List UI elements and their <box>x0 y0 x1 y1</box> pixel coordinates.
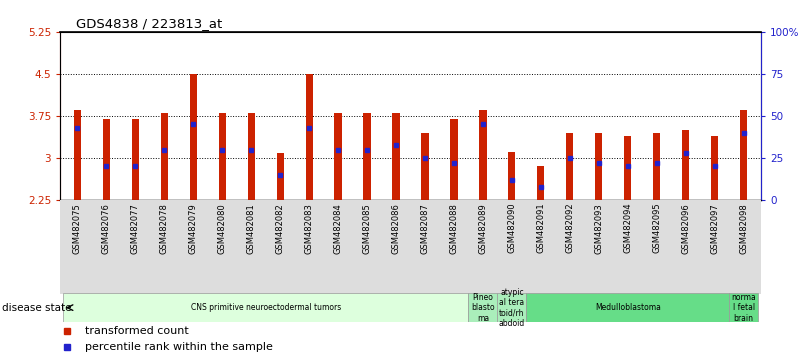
Text: GSM482080: GSM482080 <box>218 203 227 253</box>
Bar <box>653 133 660 200</box>
Text: GSM482094: GSM482094 <box>623 203 632 253</box>
Text: GSM482097: GSM482097 <box>710 203 719 253</box>
Bar <box>450 119 457 200</box>
Text: GSM482088: GSM482088 <box>449 203 458 254</box>
Text: GSM482078: GSM482078 <box>160 203 169 254</box>
Bar <box>479 110 486 200</box>
Bar <box>305 74 312 200</box>
Bar <box>219 113 226 200</box>
Bar <box>469 293 497 322</box>
Text: GSM482086: GSM482086 <box>392 203 400 254</box>
Text: GSM482081: GSM482081 <box>247 203 256 253</box>
Text: atypic
al tera
toid/rh
abdoid: atypic al tera toid/rh abdoid <box>499 287 525 328</box>
Text: GSM482076: GSM482076 <box>102 203 111 254</box>
Bar <box>595 133 602 200</box>
Text: GSM482089: GSM482089 <box>478 203 488 253</box>
Bar <box>63 293 469 322</box>
Bar <box>537 166 545 200</box>
Bar <box>248 113 255 200</box>
Bar <box>421 133 429 200</box>
Text: GSM482083: GSM482083 <box>304 203 314 254</box>
Text: transformed count: transformed count <box>85 326 188 336</box>
Text: CNS primitive neuroectodermal tumors: CNS primitive neuroectodermal tumors <box>191 303 341 312</box>
Text: GSM482084: GSM482084 <box>333 203 343 253</box>
Text: GSM482093: GSM482093 <box>594 203 603 253</box>
Text: GSM482079: GSM482079 <box>189 203 198 253</box>
Text: GSM482077: GSM482077 <box>131 203 140 254</box>
Text: GSM482090: GSM482090 <box>507 203 517 253</box>
Bar <box>131 119 139 200</box>
Bar <box>624 136 631 200</box>
Bar <box>509 152 516 200</box>
Bar <box>276 154 284 200</box>
Bar <box>740 110 747 200</box>
Bar <box>335 113 342 200</box>
Text: GSM482098: GSM482098 <box>739 203 748 253</box>
Bar <box>566 133 574 200</box>
Bar <box>392 113 400 200</box>
Bar <box>526 293 729 322</box>
Text: GDS4838 / 223813_at: GDS4838 / 223813_at <box>76 17 223 30</box>
Text: GSM482075: GSM482075 <box>73 203 82 253</box>
Bar <box>103 119 110 200</box>
Bar <box>364 113 371 200</box>
Bar <box>497 293 526 322</box>
Text: Medulloblastoma: Medulloblastoma <box>595 303 661 312</box>
Bar <box>711 136 718 200</box>
Text: disease state: disease state <box>2 303 71 313</box>
Text: Pineo
blasto
ma: Pineo blasto ma <box>471 293 495 322</box>
Text: GSM482095: GSM482095 <box>652 203 661 253</box>
Bar <box>682 130 690 200</box>
Bar <box>74 110 81 200</box>
Bar <box>729 293 758 322</box>
Bar <box>161 113 168 200</box>
Text: GSM482087: GSM482087 <box>421 203 429 254</box>
Text: GSM482091: GSM482091 <box>537 203 545 253</box>
Bar <box>190 74 197 200</box>
Text: norma
l fetal
brain: norma l fetal brain <box>731 293 756 322</box>
Text: GSM482092: GSM482092 <box>566 203 574 253</box>
Text: GSM482085: GSM482085 <box>363 203 372 253</box>
Text: percentile rank within the sample: percentile rank within the sample <box>85 342 272 352</box>
Text: GSM482096: GSM482096 <box>681 203 690 253</box>
Text: GSM482082: GSM482082 <box>276 203 284 253</box>
